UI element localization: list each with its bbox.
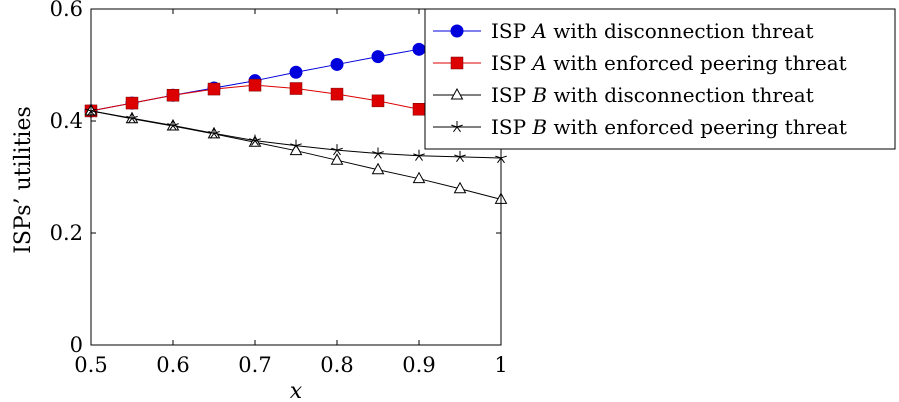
y-tick-label: 0 <box>70 333 83 357</box>
y-axis-label: ISPs’ utilities <box>11 106 36 254</box>
data-point <box>331 144 343 156</box>
legend-entry: ISP A with disconnection threat <box>433 19 814 43</box>
data-point <box>289 82 303 95</box>
data-point <box>207 82 221 96</box>
data-point <box>248 78 262 92</box>
data-point <box>330 153 344 165</box>
series-3 <box>84 103 508 204</box>
legend-label: ISP A with disconnection threat <box>491 19 814 43</box>
data-point <box>330 87 344 101</box>
legend-entry: ISP A with enforced peering threat <box>433 51 847 75</box>
legend-label: ISP B with enforced peering threat <box>491 115 847 139</box>
data-point <box>208 127 220 139</box>
legend-marker <box>450 24 464 38</box>
legend-box <box>424 8 896 150</box>
legend-label: ISP A with enforced peering threat <box>491 51 847 75</box>
legend-entry: ISP B with disconnection threat <box>433 83 814 107</box>
data-point <box>454 150 466 162</box>
data-point <box>412 42 426 56</box>
data-point <box>289 65 303 79</box>
data-point <box>371 94 385 108</box>
data-point <box>413 149 425 161</box>
data-point <box>249 134 261 146</box>
legend: ISP A with disconnection threat ISP A wit… <box>424 8 896 150</box>
x-axis-label: x <box>290 379 303 402</box>
axes-layer: 0.5 0.6 0.7 0.8 0.9 1 0 0.2 0.4 0.6 <box>50 0 508 377</box>
data-point <box>372 147 384 159</box>
legend-label: ISP B with disconnection threat <box>491 83 814 107</box>
data-point <box>371 162 385 175</box>
data-point <box>371 50 385 64</box>
x-tick-label: 0.9 <box>402 353 435 377</box>
legend-marker <box>450 87 464 100</box>
data-point <box>412 102 426 116</box>
data-point <box>126 112 138 124</box>
legend-marker <box>451 121 463 133</box>
data-point <box>453 181 467 194</box>
data-point <box>330 57 344 71</box>
x-tick-label: 0.6 <box>156 353 189 377</box>
y-tick-label: 0.2 <box>50 221 83 245</box>
axes-frame <box>90 8 502 346</box>
data-point <box>166 88 180 102</box>
x-tick-label: 1 <box>494 353 507 377</box>
legend-entry: ISP B with enforced peering threat <box>433 115 847 139</box>
y-tick-label: 0.4 <box>50 109 83 133</box>
data-point <box>412 171 426 184</box>
legend-marker <box>450 56 464 70</box>
data-point <box>290 139 302 151</box>
data-point <box>167 119 179 131</box>
data-point <box>125 96 139 110</box>
x-tick-label: 0.7 <box>238 353 271 377</box>
y-tick-label: 0.6 <box>50 0 83 21</box>
x-tick-label: 0.5 <box>74 353 107 377</box>
series-4 <box>85 104 507 164</box>
x-tick-label: 0.8 <box>320 353 353 377</box>
